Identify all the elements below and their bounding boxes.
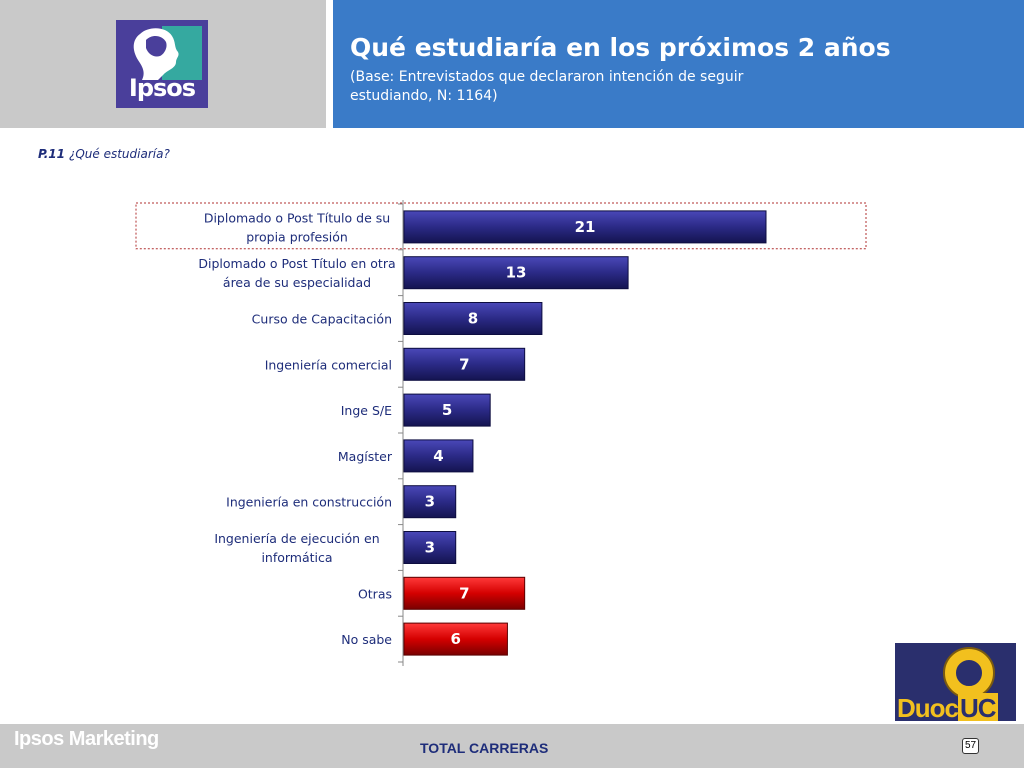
bar-7	[403, 531, 457, 564]
bar-value-label-5: 4	[433, 447, 443, 465]
header-divider	[326, 0, 333, 128]
bar-8	[403, 576, 526, 610]
bar-value-label-4: 5	[442, 401, 452, 419]
page-subtitle: (Base: Entrevistados que declararon inte…	[350, 69, 744, 104]
category-label-0-1: propia profesión	[246, 229, 348, 244]
category-label-1-0: Diplomado o Post Título en otra	[198, 256, 395, 271]
bar-value-label-0: 21	[575, 218, 596, 236]
footer-bar	[0, 724, 1024, 768]
bar-value-label-7: 3	[425, 539, 435, 557]
category-label-7-1: informática	[261, 550, 332, 565]
duoc-uc-logo: DuocUC	[895, 643, 1016, 721]
bar-value-label-6: 3	[425, 493, 435, 511]
bar-value-label-9: 6	[450, 630, 460, 648]
bar-4	[403, 393, 491, 427]
bar-9	[403, 622, 508, 656]
bar-6	[403, 485, 457, 519]
page-number: 57	[962, 738, 979, 754]
question-label: P.11 ¿Qué estudiaría?	[38, 147, 170, 161]
logo-wordmark: Ipsos	[128, 74, 196, 102]
question-text: ¿Qué estudiaría?	[68, 147, 170, 161]
category-label-8-0: Otras	[358, 586, 392, 601]
footer-total-label: TOTAL CARRERAS	[420, 740, 549, 756]
bar-1	[403, 256, 629, 290]
bar-2	[403, 302, 543, 335]
ipsos-logo: Ipsos	[116, 20, 208, 108]
bar-value-label-1: 13	[506, 264, 527, 282]
header-title-panel	[333, 0, 1024, 128]
question-code: P.11	[38, 147, 65, 161]
page-title: Qué estudiaría en los próximos 2 años	[350, 33, 891, 62]
bar-value-label-2: 8	[468, 310, 478, 328]
category-label-3-0: Ingeniería comercial	[265, 357, 392, 372]
duoc-wordmark: DuocUC	[897, 693, 998, 721]
bar-value-label-3: 7	[459, 355, 469, 373]
bar-0	[403, 210, 767, 244]
category-label-0-0: Diplomado o Post Título de su	[204, 210, 390, 225]
bar-5	[403, 439, 474, 473]
bar-value-label-8: 7	[459, 584, 469, 602]
duoc-seal-icon	[943, 647, 995, 699]
category-label-9-0: No sabe	[341, 632, 392, 647]
category-label-1-1: área de su especialidad	[223, 275, 371, 290]
category-label-7-0: Ingeniería de ejecución en	[214, 531, 379, 546]
highlight-frame	[135, 202, 867, 250]
bar-3	[403, 347, 526, 381]
category-label-4-0: Inge S/E	[341, 403, 392, 418]
footer-brand: Ipsos Marketing	[14, 728, 159, 750]
category-label-6-0: Ingeniería en construcción	[226, 495, 392, 510]
category-label-2-0: Curso de Capacitación	[252, 312, 392, 327]
ipsos-head-icon	[133, 26, 202, 80]
category-label-5-0: Magíster	[338, 449, 393, 464]
